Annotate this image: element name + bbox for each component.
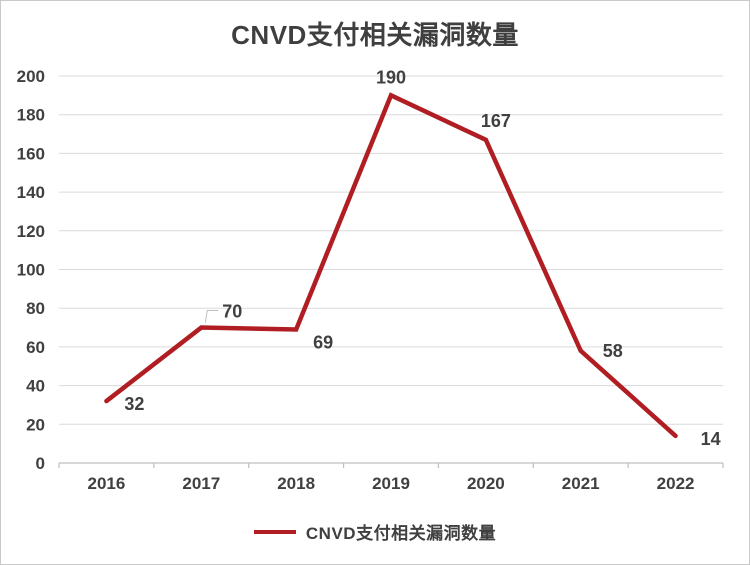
data-point-label: 70 <box>222 302 242 322</box>
y-axis-label: 180 <box>17 106 45 125</box>
y-axis-label: 20 <box>26 415 45 434</box>
x-axis-label: 2016 <box>88 474 126 493</box>
x-axis-label: 2019 <box>372 474 410 493</box>
x-axis-label: 2022 <box>657 474 695 493</box>
data-point-label: 167 <box>481 111 511 131</box>
data-point-label: 14 <box>701 429 721 449</box>
data-point-label: 190 <box>376 67 406 87</box>
y-axis-label: 160 <box>17 144 45 163</box>
data-point-label: 32 <box>124 394 144 414</box>
y-axis-label: 120 <box>17 222 45 241</box>
y-axis-label: 100 <box>17 261 45 280</box>
chart-title: CNVD支付相关漏洞数量 <box>231 20 519 50</box>
line-chart: 0 20 40 60 80 100 120 140 160 180 200 2016 2017 2018 2… <box>17 67 724 493</box>
y-axis-label: 0 <box>36 454 45 473</box>
data-label-leader-line <box>204 310 219 323</box>
y-axis-label: 80 <box>26 299 45 318</box>
y-axis-label: 140 <box>17 183 45 202</box>
y-axis-label: 200 <box>17 67 45 86</box>
data-point-label: 58 <box>603 341 623 361</box>
x-axis-label: 2021 <box>562 474 600 493</box>
data-point-label: 69 <box>313 332 333 352</box>
x-axis-label: 2020 <box>467 474 505 493</box>
data-series-line <box>104 92 678 439</box>
y-axis-label: 60 <box>26 338 45 357</box>
y-axis-label: 40 <box>26 377 45 396</box>
x-axis-label: 2018 <box>277 474 315 493</box>
legend: CNVD支付相关漏洞数量 <box>1 519 749 544</box>
legend-label: CNVD支付相关漏洞数量 <box>305 524 497 543</box>
x-axis-label: 2017 <box>182 474 220 493</box>
legend-line-marker-icon <box>253 529 296 534</box>
